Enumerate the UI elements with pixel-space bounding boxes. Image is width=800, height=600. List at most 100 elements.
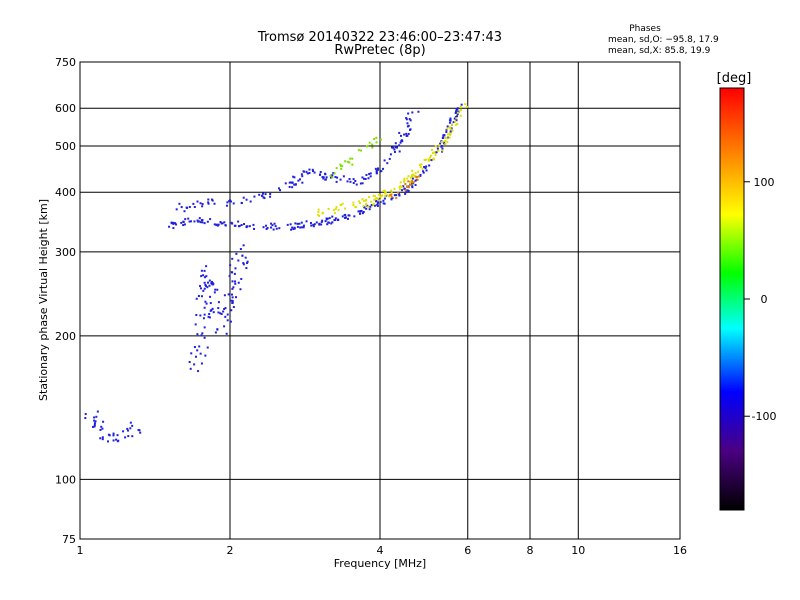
data-point: [367, 205, 370, 208]
data-point: [171, 222, 174, 225]
data-point: [369, 175, 372, 178]
data-point: [127, 429, 130, 432]
data-point: [93, 425, 96, 428]
data-point: [431, 151, 434, 154]
data-point: [212, 311, 215, 314]
data-point: [386, 194, 389, 197]
data-point: [341, 215, 344, 218]
data-point: [409, 128, 412, 131]
data-point: [224, 224, 227, 227]
data-point: [423, 158, 426, 161]
data-point: [237, 281, 240, 284]
data-point: [331, 176, 334, 179]
data-point: [84, 413, 87, 416]
data-point: [362, 210, 365, 213]
data-point: [400, 185, 403, 188]
data-point: [409, 182, 412, 185]
data-point: [196, 333, 199, 336]
data-point: [414, 179, 417, 182]
data-point: [246, 262, 249, 265]
data-point: [204, 284, 207, 287]
data-point: [220, 222, 223, 225]
x-tick-label: 16: [673, 544, 687, 557]
data-point: [208, 316, 211, 319]
data-point: [411, 111, 414, 114]
data-point: [355, 206, 358, 209]
data-point: [188, 360, 191, 363]
colorbar-tick-label: -100: [752, 410, 777, 423]
data-point: [344, 207, 347, 210]
data-point: [209, 309, 212, 312]
data-point: [449, 119, 452, 122]
gridlines: [80, 62, 680, 539]
data-point: [245, 226, 248, 229]
data-point: [445, 128, 448, 131]
data-point: [440, 145, 443, 148]
data-point: [341, 165, 344, 168]
data-point: [297, 179, 300, 182]
data-point: [239, 248, 242, 251]
data-point: [190, 352, 193, 355]
data-point: [129, 421, 132, 424]
data-point: [305, 220, 308, 223]
data-point: [237, 259, 240, 262]
data-point: [390, 189, 393, 192]
data-point: [335, 167, 338, 170]
data-point: [228, 199, 231, 202]
data-point: [231, 257, 234, 260]
data-point: [331, 221, 334, 224]
data-point: [406, 189, 409, 192]
data-point: [352, 178, 355, 181]
data-point: [392, 146, 395, 149]
data-point: [242, 244, 245, 247]
data-point: [333, 172, 336, 175]
data-point: [390, 146, 393, 149]
data-point: [206, 286, 209, 289]
data-point: [203, 313, 206, 316]
data-point: [175, 208, 178, 211]
data-point: [425, 165, 428, 168]
data-point: [199, 221, 202, 224]
data-point: [198, 217, 201, 220]
data-point: [411, 174, 414, 177]
data-point: [411, 181, 414, 184]
data-point: [334, 207, 337, 210]
data-point: [207, 202, 210, 205]
data-point: [456, 108, 459, 111]
data-point: [262, 226, 265, 229]
data-point: [444, 142, 447, 145]
data-point: [351, 163, 354, 166]
data-point: [199, 202, 202, 205]
data-point: [216, 224, 219, 227]
data-point: [324, 220, 327, 223]
data-point: [243, 223, 246, 226]
data-point: [329, 174, 332, 177]
data-point: [363, 177, 366, 180]
data-point: [229, 264, 232, 267]
data-point: [329, 176, 332, 179]
data-point: [322, 211, 325, 214]
data-point: [207, 201, 210, 204]
data-point: [215, 223, 218, 226]
data-point: [301, 181, 304, 184]
data-point: [183, 223, 186, 226]
data-point: [272, 228, 275, 231]
data-point: [292, 175, 295, 178]
data-point: [112, 439, 115, 442]
data-point: [126, 427, 129, 430]
data-point: [300, 173, 303, 176]
data-point: [398, 188, 401, 191]
data-point: [231, 301, 234, 304]
data-point: [336, 176, 339, 179]
data-point: [284, 182, 287, 185]
data-point: [358, 200, 361, 203]
data-point: [231, 222, 234, 225]
data-point: [354, 180, 357, 183]
data-point: [279, 189, 282, 192]
data-point: [127, 435, 130, 438]
data-point: [334, 176, 337, 179]
data-point: [405, 132, 408, 135]
data-point: [106, 440, 109, 443]
data-point: [317, 213, 320, 216]
data-point: [407, 112, 410, 115]
